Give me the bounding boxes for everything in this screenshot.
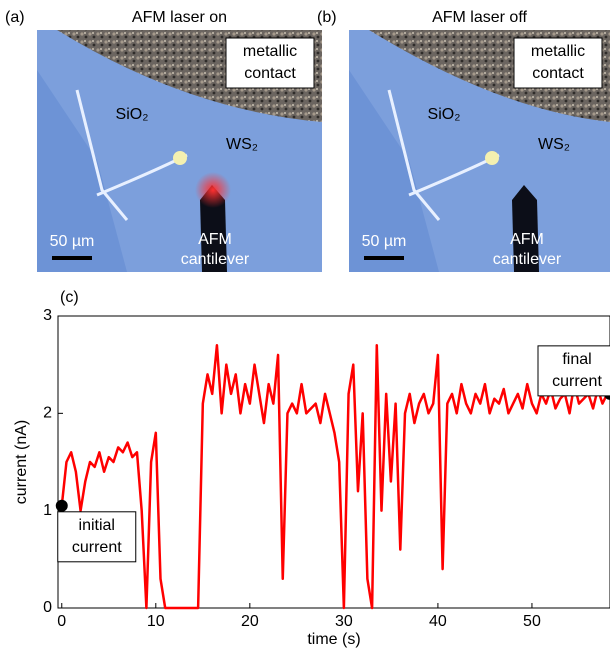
substrate-region (349, 70, 439, 272)
contact-label: contact (244, 65, 296, 82)
scale-label: 50 µm (50, 233, 95, 250)
contact-label: metallic (243, 43, 297, 60)
annotation: current (552, 373, 602, 390)
x-tick-label: 50 (523, 613, 541, 630)
sio2-label: SiO₂ (428, 106, 461, 123)
y-tick-label: 3 (43, 307, 52, 324)
cantilever-label: cantilever (181, 251, 250, 268)
x-tick-label: 10 (147, 613, 165, 630)
y-axis-label: current (nA) (13, 420, 30, 504)
cantilever-label: cantilever (493, 251, 562, 268)
laser-spot (195, 172, 231, 208)
scale-bar (364, 256, 404, 260)
flake-spot (485, 151, 499, 165)
cantilever (512, 185, 539, 272)
flake-spot (173, 151, 187, 165)
plot-frame (57, 315, 610, 609)
ws2-label: WS₂ (226, 136, 258, 153)
scale-label: 50 µm (362, 233, 407, 250)
annotation: current (72, 539, 122, 556)
current-line (60, 343, 609, 610)
x-tick-label: 20 (241, 613, 259, 630)
scale-bar (52, 256, 92, 260)
y-tick-label: 2 (43, 405, 52, 422)
x-axis-label: time (s) (307, 631, 360, 648)
cantilever-label: AFM (198, 231, 232, 248)
cantilever-label: AFM (510, 231, 544, 248)
annotation: initial (79, 517, 115, 534)
contact-box (513, 37, 603, 89)
x-tick-label: 40 (429, 613, 447, 630)
contact-label: metallic (531, 43, 585, 60)
contact-box (225, 37, 315, 89)
annotation-box (57, 511, 137, 563)
marker (55, 499, 68, 512)
annotation-box (537, 345, 610, 397)
annotation: final (562, 351, 591, 368)
panel-tag: (b) (317, 9, 337, 26)
sio2-label: SiO₂ (116, 106, 149, 123)
substrate-region (37, 70, 127, 272)
y-tick-label: 1 (43, 502, 52, 519)
panel-title: AFM laser off (432, 9, 527, 26)
panel-tag: (c) (60, 289, 79, 306)
x-tick-label: 0 (57, 613, 66, 630)
panel-tag: (a) (5, 9, 25, 26)
ws2-label: WS₂ (538, 136, 570, 153)
contact-label: contact (532, 65, 584, 82)
panel-title: AFM laser on (132, 9, 227, 26)
y-tick-label: 0 (43, 599, 52, 616)
x-tick-label: 30 (335, 613, 353, 630)
